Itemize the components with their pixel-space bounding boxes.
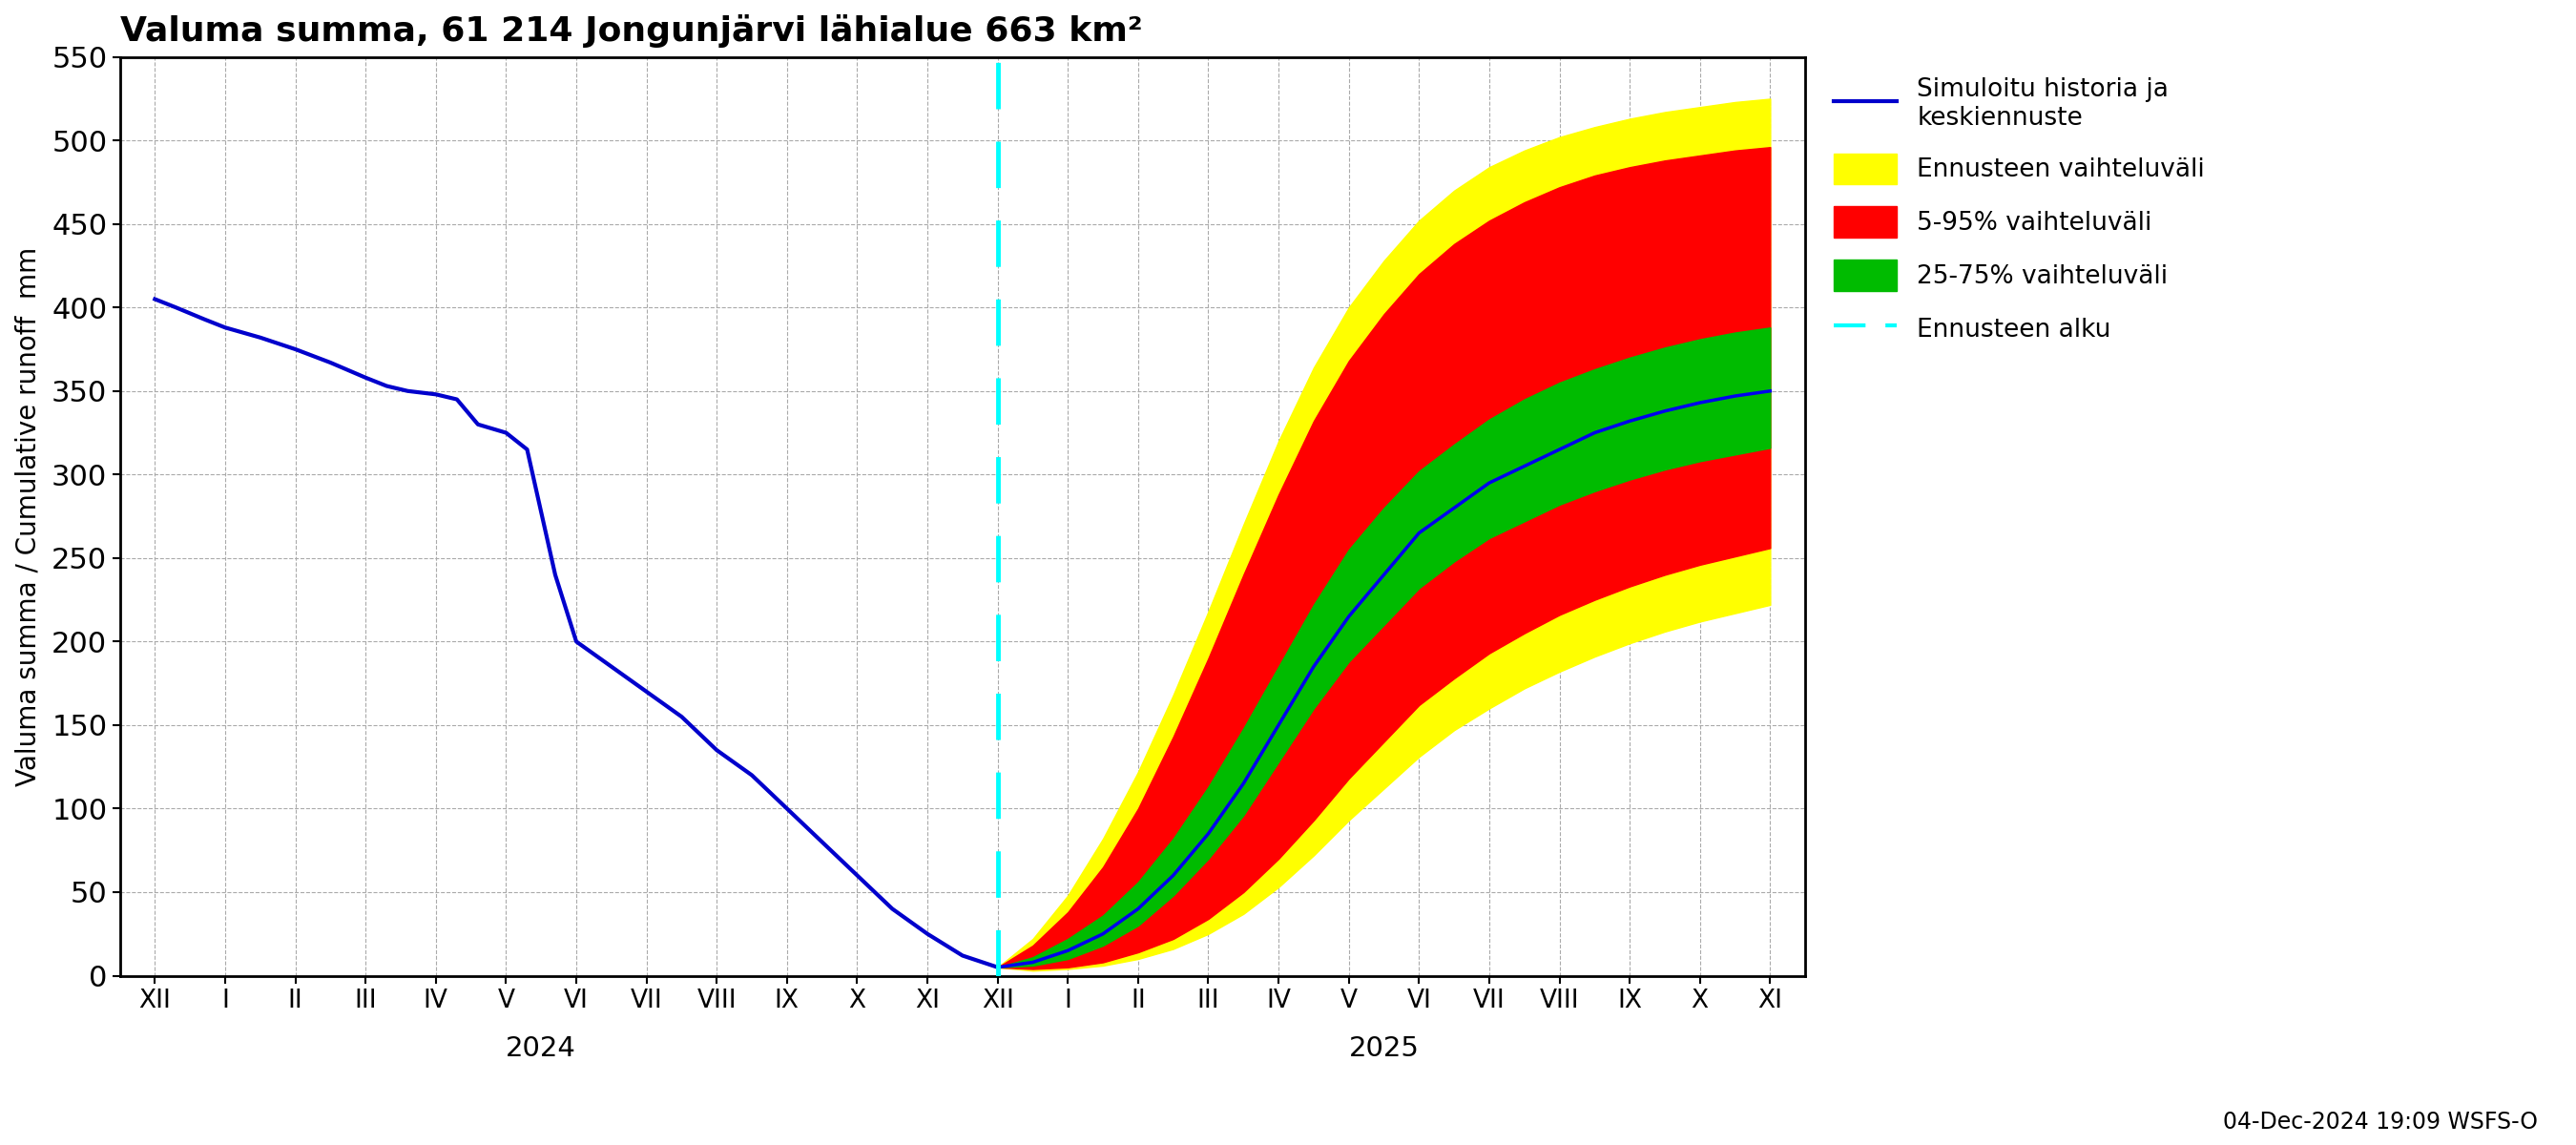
- Text: 04-Dec-2024 19:09 WSFS-O: 04-Dec-2024 19:09 WSFS-O: [2223, 1111, 2537, 1134]
- Legend: Simuloitu historia ja
keskiennuste, Ennusteen vaihteluväli, 5-95% vaihteluväli, : Simuloitu historia ja keskiennuste, Ennu…: [1826, 70, 2213, 352]
- Y-axis label: Valuma summa / Cumulative runoff  mm: Valuma summa / Cumulative runoff mm: [15, 246, 41, 785]
- Text: 2025: 2025: [1350, 1035, 1419, 1063]
- Text: Valuma summa, 61 214 Jongunjärvi lähialue 663 km²: Valuma summa, 61 214 Jongunjärvi lähialu…: [121, 14, 1141, 48]
- Text: 2024: 2024: [505, 1035, 577, 1063]
